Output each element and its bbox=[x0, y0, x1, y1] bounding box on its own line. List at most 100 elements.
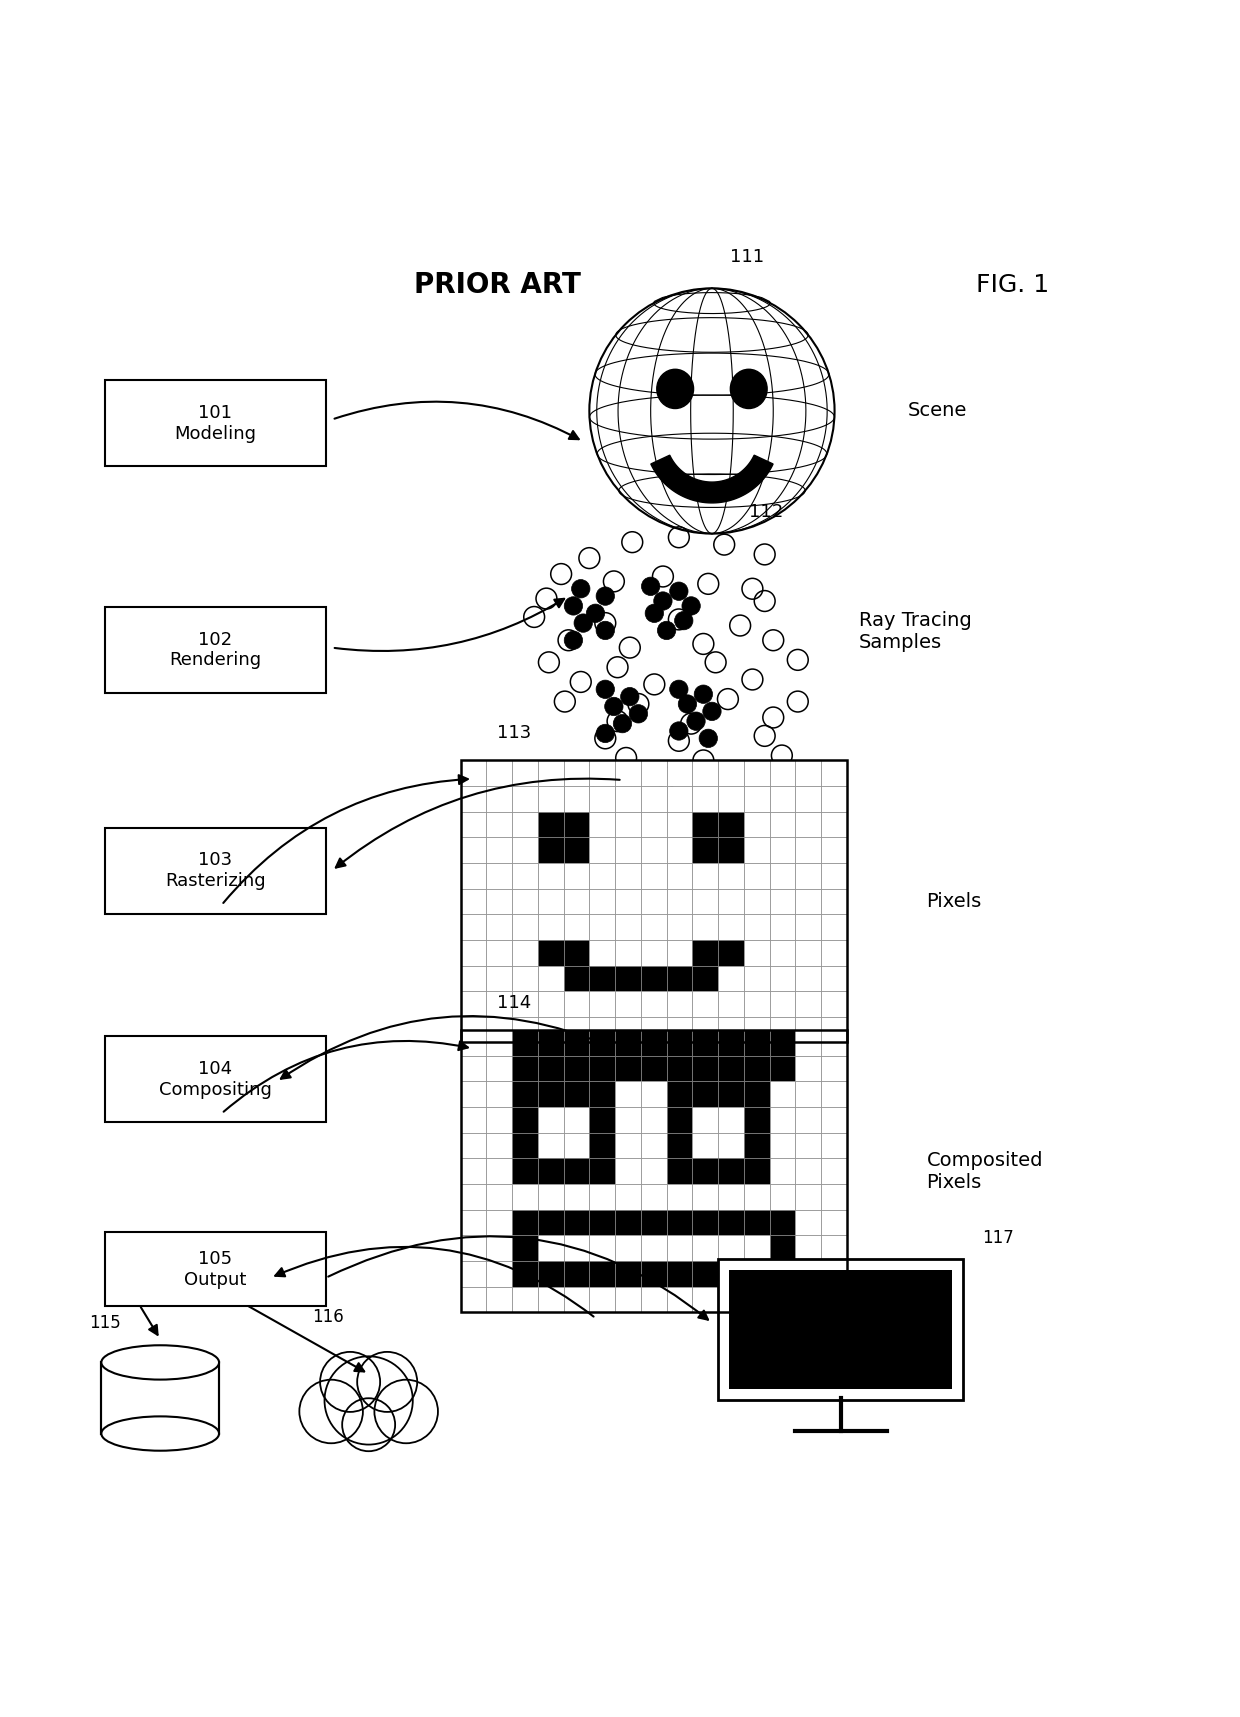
Bar bbox=[770, 1235, 795, 1260]
Bar bbox=[486, 1056, 512, 1082]
Bar bbox=[641, 1159, 667, 1185]
Bar bbox=[770, 1016, 795, 1042]
Bar bbox=[460, 1260, 486, 1286]
Bar bbox=[615, 939, 641, 965]
Bar bbox=[821, 889, 847, 913]
Bar bbox=[795, 1159, 821, 1185]
Bar bbox=[512, 1235, 538, 1260]
Bar bbox=[692, 812, 718, 838]
Bar bbox=[615, 965, 641, 991]
Ellipse shape bbox=[102, 1344, 219, 1379]
Bar bbox=[538, 1030, 564, 1056]
Bar bbox=[615, 1107, 641, 1133]
Ellipse shape bbox=[657, 369, 693, 409]
Bar bbox=[512, 812, 538, 838]
Text: 112: 112 bbox=[749, 503, 782, 522]
Bar bbox=[538, 1235, 564, 1260]
Bar bbox=[718, 838, 744, 864]
Bar bbox=[460, 1030, 847, 1312]
Bar bbox=[667, 761, 692, 786]
Bar bbox=[589, 1286, 615, 1312]
Bar bbox=[744, 913, 770, 939]
Bar bbox=[564, 761, 589, 786]
Circle shape bbox=[299, 1380, 363, 1444]
Bar bbox=[718, 1107, 744, 1133]
Bar bbox=[589, 1133, 615, 1159]
Bar bbox=[795, 991, 821, 1016]
Bar bbox=[641, 1235, 667, 1260]
Bar bbox=[729, 1271, 952, 1389]
Bar bbox=[821, 1185, 847, 1209]
Bar bbox=[667, 812, 692, 838]
Bar bbox=[460, 1286, 486, 1312]
Bar bbox=[744, 1209, 770, 1235]
Bar bbox=[512, 1133, 538, 1159]
Bar bbox=[641, 1185, 667, 1209]
Bar bbox=[692, 1016, 718, 1042]
Bar bbox=[667, 1133, 692, 1159]
Bar bbox=[615, 1185, 641, 1209]
Text: PRIOR ART: PRIOR ART bbox=[414, 271, 580, 299]
Bar bbox=[641, 838, 667, 864]
Bar bbox=[667, 1082, 692, 1107]
Bar bbox=[512, 864, 538, 889]
Bar bbox=[718, 812, 744, 838]
Bar bbox=[795, 761, 821, 786]
Bar bbox=[564, 1260, 589, 1286]
Bar bbox=[770, 965, 795, 991]
Bar bbox=[641, 1082, 667, 1107]
Bar bbox=[486, 939, 512, 965]
Bar bbox=[718, 991, 744, 1016]
Bar bbox=[718, 1159, 744, 1185]
Bar bbox=[460, 761, 847, 1042]
Bar bbox=[564, 1286, 589, 1312]
Bar bbox=[667, 786, 692, 812]
Bar bbox=[821, 1056, 847, 1082]
Circle shape bbox=[596, 680, 615, 699]
Bar bbox=[821, 1082, 847, 1107]
Circle shape bbox=[657, 622, 676, 640]
Bar bbox=[589, 939, 615, 965]
Bar bbox=[770, 1209, 795, 1235]
Bar bbox=[744, 1030, 770, 1056]
Circle shape bbox=[653, 592, 672, 610]
Text: FIG. 1: FIG. 1 bbox=[976, 273, 1049, 297]
Bar bbox=[615, 1286, 641, 1312]
Bar bbox=[641, 1016, 667, 1042]
Bar bbox=[538, 1260, 564, 1286]
Circle shape bbox=[670, 680, 688, 699]
Bar bbox=[795, 1185, 821, 1209]
Bar bbox=[512, 965, 538, 991]
Bar bbox=[564, 965, 589, 991]
Bar bbox=[770, 991, 795, 1016]
Bar bbox=[821, 786, 847, 812]
Bar bbox=[821, 1209, 847, 1235]
Bar bbox=[460, 1209, 486, 1235]
Bar bbox=[538, 864, 564, 889]
Bar bbox=[641, 812, 667, 838]
Bar bbox=[589, 1209, 615, 1235]
Bar bbox=[589, 1016, 615, 1042]
Bar bbox=[770, 786, 795, 812]
Bar bbox=[744, 838, 770, 864]
Bar bbox=[641, 1209, 667, 1235]
Bar bbox=[486, 1286, 512, 1312]
Bar bbox=[460, 1133, 486, 1159]
Bar bbox=[692, 1056, 718, 1082]
Bar bbox=[641, 1286, 667, 1312]
Bar bbox=[512, 1030, 538, 1056]
Bar bbox=[615, 1159, 641, 1185]
Circle shape bbox=[675, 611, 693, 630]
Bar bbox=[615, 1016, 641, 1042]
Bar bbox=[821, 1107, 847, 1133]
Bar bbox=[641, 965, 667, 991]
Bar bbox=[692, 761, 718, 786]
Bar bbox=[641, 864, 667, 889]
Bar bbox=[795, 1016, 821, 1042]
Bar bbox=[821, 1286, 847, 1312]
Bar bbox=[744, 1056, 770, 1082]
Bar bbox=[512, 1107, 538, 1133]
Bar bbox=[692, 965, 718, 991]
Bar bbox=[486, 965, 512, 991]
Bar bbox=[615, 864, 641, 889]
